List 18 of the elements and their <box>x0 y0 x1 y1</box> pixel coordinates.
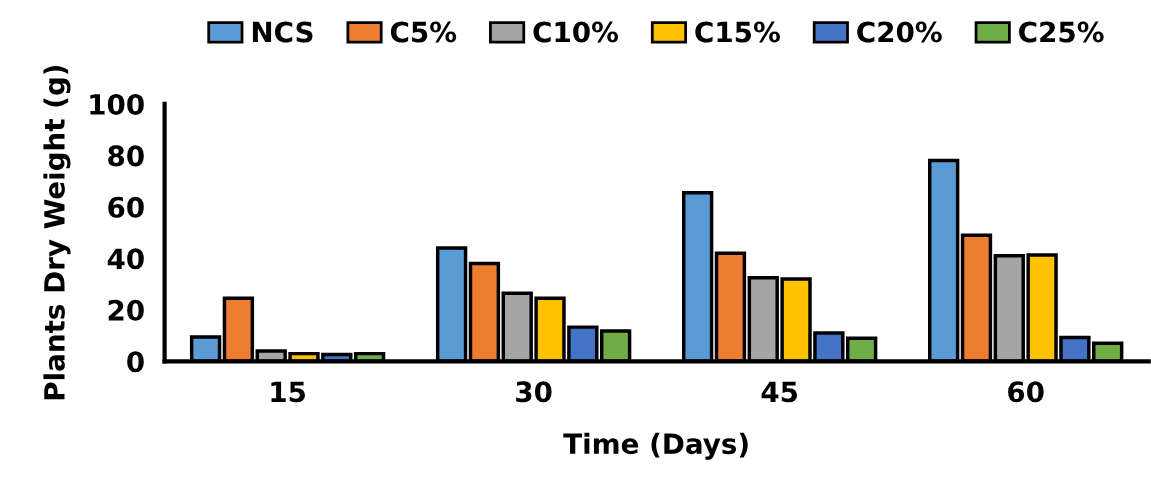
x-tick-label: 15 <box>271 381 305 403</box>
y-tick-label: 0 <box>127 351 144 373</box>
legend-label: C20% <box>857 21 942 43</box>
x-tick-label: 60 <box>1008 381 1044 403</box>
legend-label: C5% <box>390 21 457 43</box>
y-tick-label: 20 <box>108 299 144 321</box>
x-tick-label: 30 <box>516 381 552 403</box>
legend-label: C10% <box>533 21 619 43</box>
y-tick-label: 80 <box>108 145 144 167</box>
y-tick-label: 60 <box>108 196 144 218</box>
x-tick-label: 45 <box>761 381 798 403</box>
legend-label: C25% <box>1019 21 1104 43</box>
legend-label: C15% <box>695 21 780 43</box>
y-tick-label: 100 <box>90 93 144 115</box>
legend-label: NCS <box>252 21 313 43</box>
y-tick-label: 40 <box>107 248 144 270</box>
x-axis-title: Time (Days) <box>563 432 748 460</box>
y-axis-title: Plants Dry Weight (g) <box>43 65 71 400</box>
